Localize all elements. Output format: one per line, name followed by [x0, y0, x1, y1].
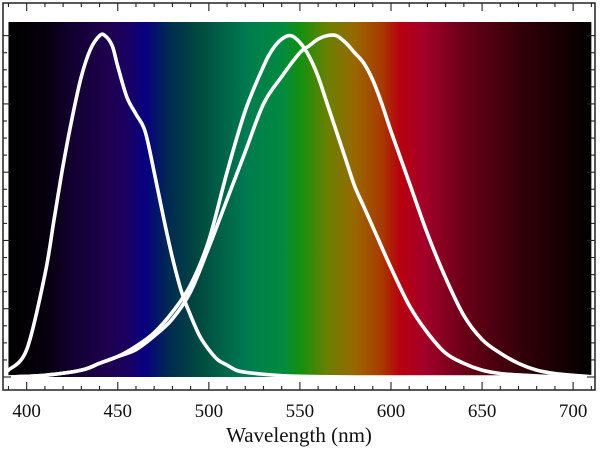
series-line-3	[6, 33, 594, 379]
x-tick-labels: 400 450 500 550 600 650 700	[12, 401, 587, 422]
x-tick-label: 600	[377, 401, 406, 422]
x-tick-label: 400	[12, 401, 41, 422]
x-axis-title: Wavelength (nm)	[226, 423, 372, 447]
spectrum-background	[8, 22, 592, 377]
tick-marks	[3, 3, 595, 390]
series-line-2	[6, 33, 575, 379]
x-tick-label: 700	[559, 401, 588, 422]
x-tick-label: 650	[468, 401, 497, 422]
series-group	[6, 32, 594, 379]
x-tick-label: 450	[104, 401, 133, 422]
plot-frame	[2, 2, 596, 391]
x-tick-label: 550	[286, 401, 315, 422]
series-line-1	[6, 32, 575, 379]
x-tick-label: 500	[195, 401, 224, 422]
